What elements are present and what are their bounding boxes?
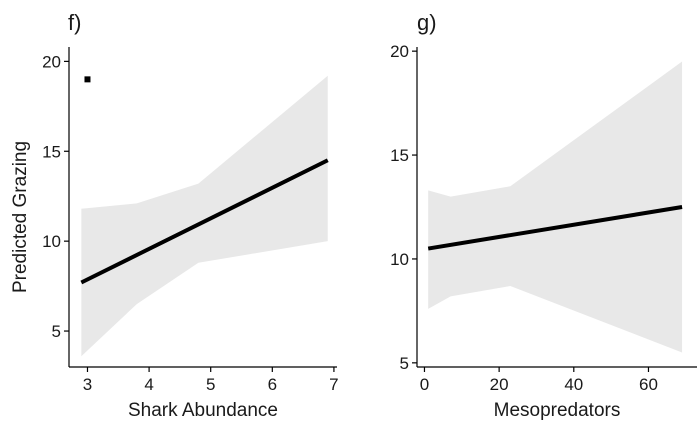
f-y-tick-label: 10 xyxy=(42,232,61,251)
g-y-tick-label: 15 xyxy=(390,146,409,165)
g-x-tick-label: 20 xyxy=(490,375,509,394)
g-confidence-band-0 xyxy=(428,61,683,353)
f-x-axis-title: Shark Abundance xyxy=(128,400,278,421)
f-x-tick-label: 3 xyxy=(83,375,92,394)
panel-f: 3 4 5 6 7 5 10 15 20 Shark Abundance Predicted Gra… xyxy=(10,10,339,421)
f-confidence-band-0 xyxy=(81,75,328,357)
f-fit-line-0 xyxy=(80,158,329,285)
g-x-tick-label: 60 xyxy=(639,375,658,394)
g-x-tick-label: 0 xyxy=(420,375,429,394)
f-x-tick-label: 7 xyxy=(329,375,338,394)
g-fit-line-0 xyxy=(427,205,683,251)
f-x-tick-label: 6 xyxy=(268,375,277,394)
panel-g: 0 20 40 60 5 10 15 20 Mesopredators g) xyxy=(390,10,697,421)
f-x-tick-label: 4 xyxy=(144,375,153,394)
f-y-tick-label: 15 xyxy=(42,142,61,161)
f-x-tick-label: 5 xyxy=(206,375,215,394)
g-y-tick-label: 10 xyxy=(390,250,409,269)
g-x-tick-label: 40 xyxy=(564,375,583,394)
f-panel-label: f) xyxy=(68,10,81,35)
f-annotation-marker-0 xyxy=(84,76,91,83)
g-panel-label: g) xyxy=(417,10,437,35)
g-y-tick-label: 20 xyxy=(390,42,409,61)
g-y-tick-label: 5 xyxy=(400,354,409,373)
g-x-axis-title: Mesopredators xyxy=(494,400,621,421)
f-y-axis-title: Predicted Grazing xyxy=(10,141,31,293)
f-y-tick-label: 20 xyxy=(42,52,61,71)
f-y-tick-label: 5 xyxy=(52,322,61,341)
